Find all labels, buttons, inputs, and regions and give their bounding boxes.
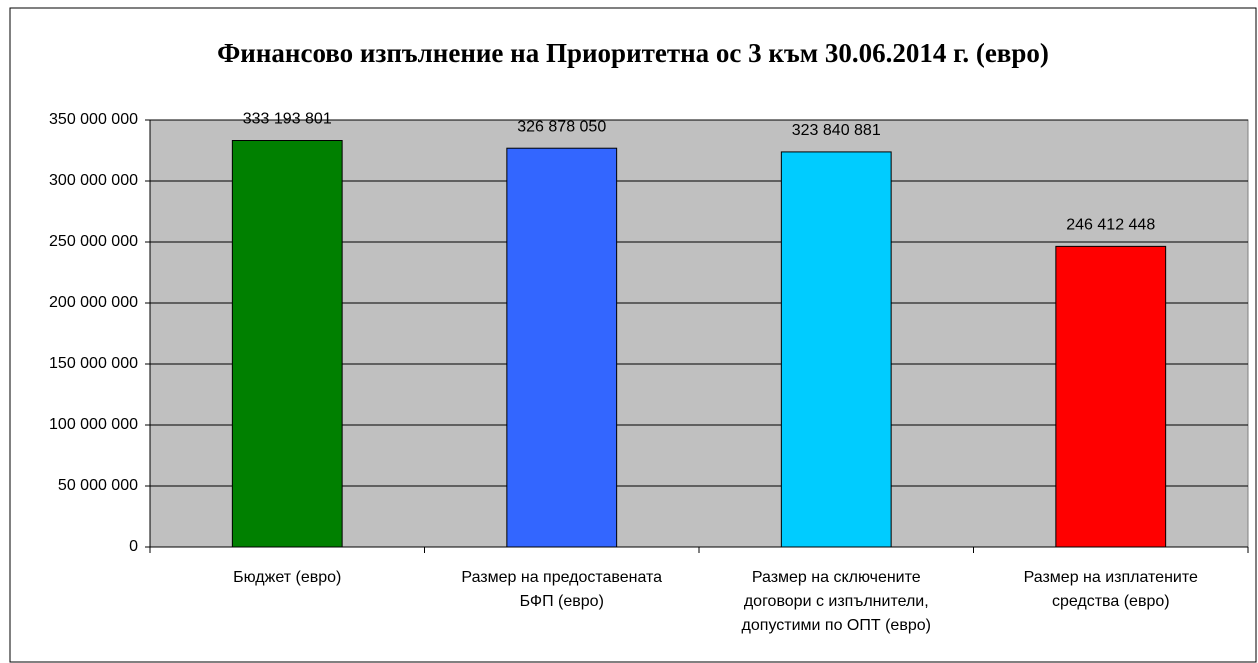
x-tick-label: Размер на предоставената БФП (евро) (461, 569, 662, 610)
y-tick-label: 150 000 000 (49, 355, 138, 372)
bar (780, 151, 892, 548)
y-tick-label: 0 (129, 538, 138, 555)
bar (231, 140, 343, 548)
x-tick-label: Бюджет (евро) (233, 569, 341, 586)
x-tick-label: Размер на сключените договори с изпълните… (742, 569, 931, 634)
bar (1055, 245, 1167, 548)
y-tick-label: 100 000 000 (49, 416, 138, 433)
x-tick-label: Размер на изплатените средства (евро) (1024, 569, 1198, 610)
value-label: 333 193 801 (243, 111, 332, 128)
y-tick-label: 200 000 000 (49, 294, 138, 311)
y-tick-label: 300 000 000 (49, 172, 138, 189)
bar (506, 147, 618, 548)
y-tick-label: 350 000 000 (49, 111, 138, 128)
value-label: 326 878 050 (517, 118, 606, 135)
y-tick-label: 50 000 000 (58, 477, 138, 494)
y-tick-label: 250 000 000 (49, 233, 138, 250)
value-label: 246 412 448 (1066, 217, 1155, 234)
chart-title: Финансово изпълнение на Приоритетна ос 3… (217, 38, 1049, 68)
value-label: 323 840 881 (792, 122, 881, 139)
